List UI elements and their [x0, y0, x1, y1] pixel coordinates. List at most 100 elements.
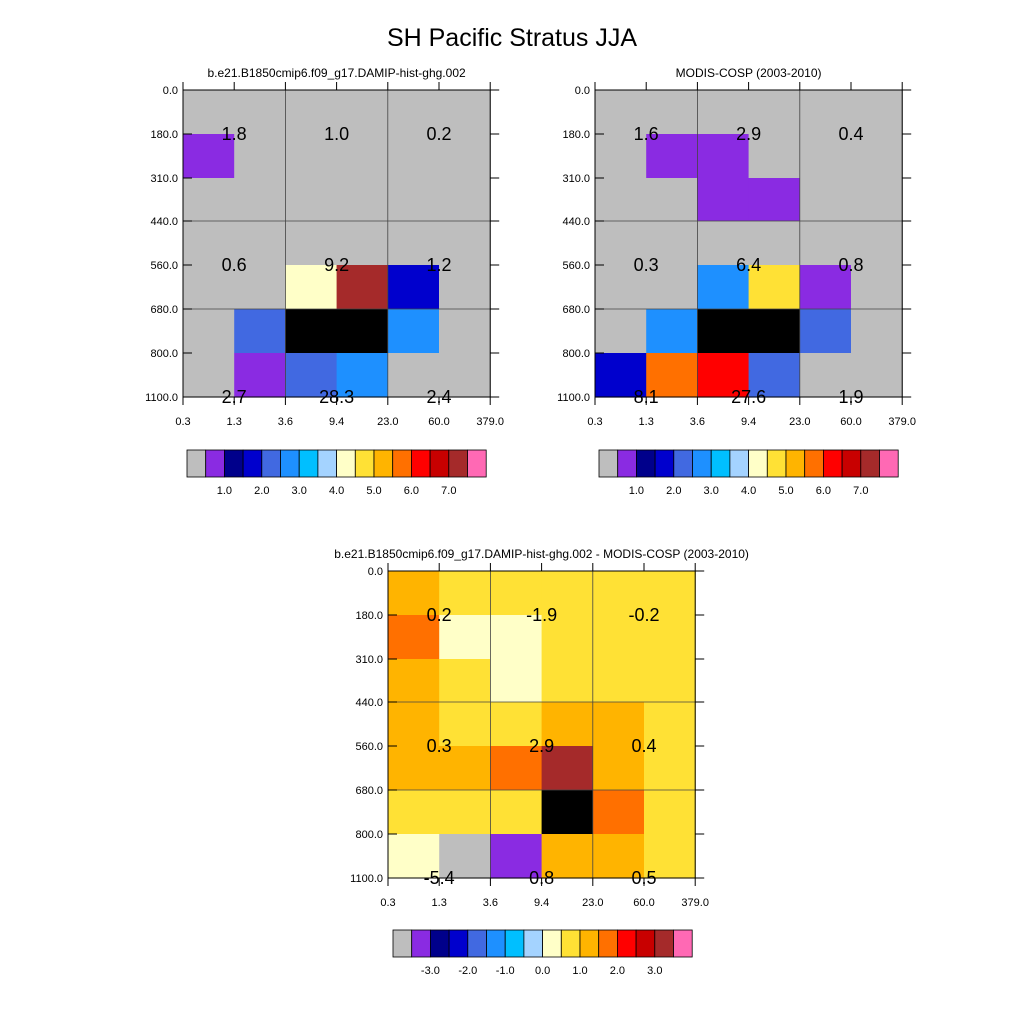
- heatmap-cell: [439, 221, 491, 266]
- heatmap-cell: [541, 834, 594, 879]
- colorbar-label: 1.0: [217, 485, 232, 497]
- heatmap-cell: [285, 178, 338, 222]
- heatmap-cell: [388, 702, 440, 747]
- colorbar-label: 3.0: [647, 965, 662, 977]
- heatmap-cell: [541, 746, 594, 791]
- colorbar-swatch: [673, 929, 693, 958]
- heatmap-cell: [697, 134, 750, 179]
- heatmap-cell: [387, 309, 440, 354]
- colorbar-label: 3.0: [292, 485, 307, 497]
- heatmap-cell: [595, 178, 647, 222]
- heatmap-cell: [439, 615, 491, 660]
- x-tick-label: 1.3: [227, 416, 242, 428]
- heatmap-cell: [595, 309, 647, 354]
- x-tick-label: 60.0: [633, 897, 654, 909]
- colorbar-swatch: [710, 449, 731, 478]
- heatmap-cell: [799, 90, 852, 135]
- x-tick-label: 0.3: [175, 416, 190, 428]
- heatmap-cell: [592, 702, 645, 747]
- heatmap-cell: [388, 746, 440, 791]
- value-label: 2.7: [222, 387, 247, 407]
- x-tick-label: 0.3: [380, 897, 395, 909]
- value-label: 0.4: [631, 736, 656, 756]
- heatmap-cell: [387, 221, 440, 266]
- colorbar-swatch: [448, 929, 469, 958]
- colorbar-label: 0.0: [535, 965, 550, 977]
- heatmap-cell: [387, 134, 440, 179]
- heatmap-cell: [439, 309, 491, 354]
- y-tick-label: 1100.0: [350, 873, 383, 885]
- heatmap-cell: [697, 309, 750, 354]
- x-tick-label: 1.3: [639, 416, 654, 428]
- heatmap-cell: [183, 353, 235, 398]
- heatmap-cell: [336, 134, 389, 179]
- colorbar-swatch: [598, 929, 618, 958]
- heatmap-cell: [799, 309, 852, 354]
- colorbar-swatch: [748, 449, 768, 478]
- heatmap-cell: [336, 221, 389, 266]
- heatmap-cell: [387, 90, 440, 135]
- y-tick-label: 0.0: [368, 566, 383, 578]
- heatmap-cell: [851, 353, 903, 398]
- heatmap-cell: [439, 90, 491, 135]
- colorbar-swatch: [823, 449, 843, 478]
- value-label: 2.9: [529, 736, 554, 756]
- heatmap-cell: [388, 615, 440, 660]
- heatmap-cell: [592, 615, 645, 660]
- heatmap-cell: [336, 309, 389, 354]
- y-tick-label: 310.0: [355, 654, 383, 666]
- colorbar-swatch: [542, 929, 562, 958]
- x-tick-label: 9.4: [534, 897, 549, 909]
- colorbar-swatch: [560, 929, 581, 958]
- colorbar-swatch: [579, 929, 600, 958]
- heatmap-cell: [439, 178, 491, 222]
- value-label: 27.6: [731, 387, 766, 407]
- heatmap-cell: [646, 221, 698, 266]
- heatmap-cell: [595, 134, 647, 179]
- heatmap-cell: [336, 178, 389, 222]
- y-tick-label: 680.0: [562, 304, 590, 316]
- heatmap-cell: [490, 571, 543, 616]
- heatmap-cell: [439, 134, 491, 179]
- colorbar-swatch: [785, 449, 806, 478]
- colorbar-swatch: [766, 449, 787, 478]
- heatmap-cell: [541, 615, 594, 660]
- colorbar-swatch: [504, 929, 525, 958]
- y-tick-label: 180.0: [150, 129, 178, 141]
- colorbar-label: 2.0: [254, 485, 269, 497]
- colorbar-swatch: [186, 449, 207, 478]
- colorbar-swatch: [635, 929, 656, 958]
- x-tick-label: 0.3: [587, 416, 602, 428]
- y-tick-label: 560.0: [562, 260, 590, 272]
- y-tick-label: 440.0: [150, 216, 178, 228]
- y-tick-label: 180.0: [355, 610, 383, 622]
- colorbar-swatch: [467, 929, 487, 958]
- value-label: 1.8: [222, 124, 247, 144]
- heatmap-cell: [799, 178, 852, 222]
- heatmap-cell: [697, 353, 750, 398]
- heatmap-cell: [595, 265, 647, 310]
- heatmap-cell: [541, 571, 594, 616]
- value-label: 1.9: [838, 387, 863, 407]
- value-label: 2.9: [736, 124, 761, 144]
- y-tick-label: 0.0: [575, 85, 590, 97]
- heatmap-cell: [285, 134, 338, 179]
- y-tick-label: 560.0: [150, 260, 178, 272]
- x-tick-label: 23.0: [377, 416, 398, 428]
- heatmap-cell: [285, 353, 338, 398]
- colorbar-swatch: [336, 449, 356, 478]
- colorbar-swatch: [804, 449, 824, 478]
- colorbar-swatch: [261, 449, 281, 478]
- value-label: 0.8: [838, 255, 863, 275]
- colorbar-label: 5.0: [778, 485, 793, 497]
- colorbar-swatch: [486, 929, 506, 958]
- heatmap-cell: [799, 265, 852, 310]
- heatmap-cell: [183, 134, 235, 179]
- colorbar-label: 7.0: [441, 485, 456, 497]
- colorbar-swatch: [523, 929, 544, 958]
- colorbar-swatch: [654, 449, 675, 478]
- heatmap-cell: [595, 90, 647, 135]
- y-tick-label: 1100.0: [145, 392, 178, 404]
- heatmap-cell: [697, 265, 750, 310]
- heatmap-cell: [439, 659, 491, 703]
